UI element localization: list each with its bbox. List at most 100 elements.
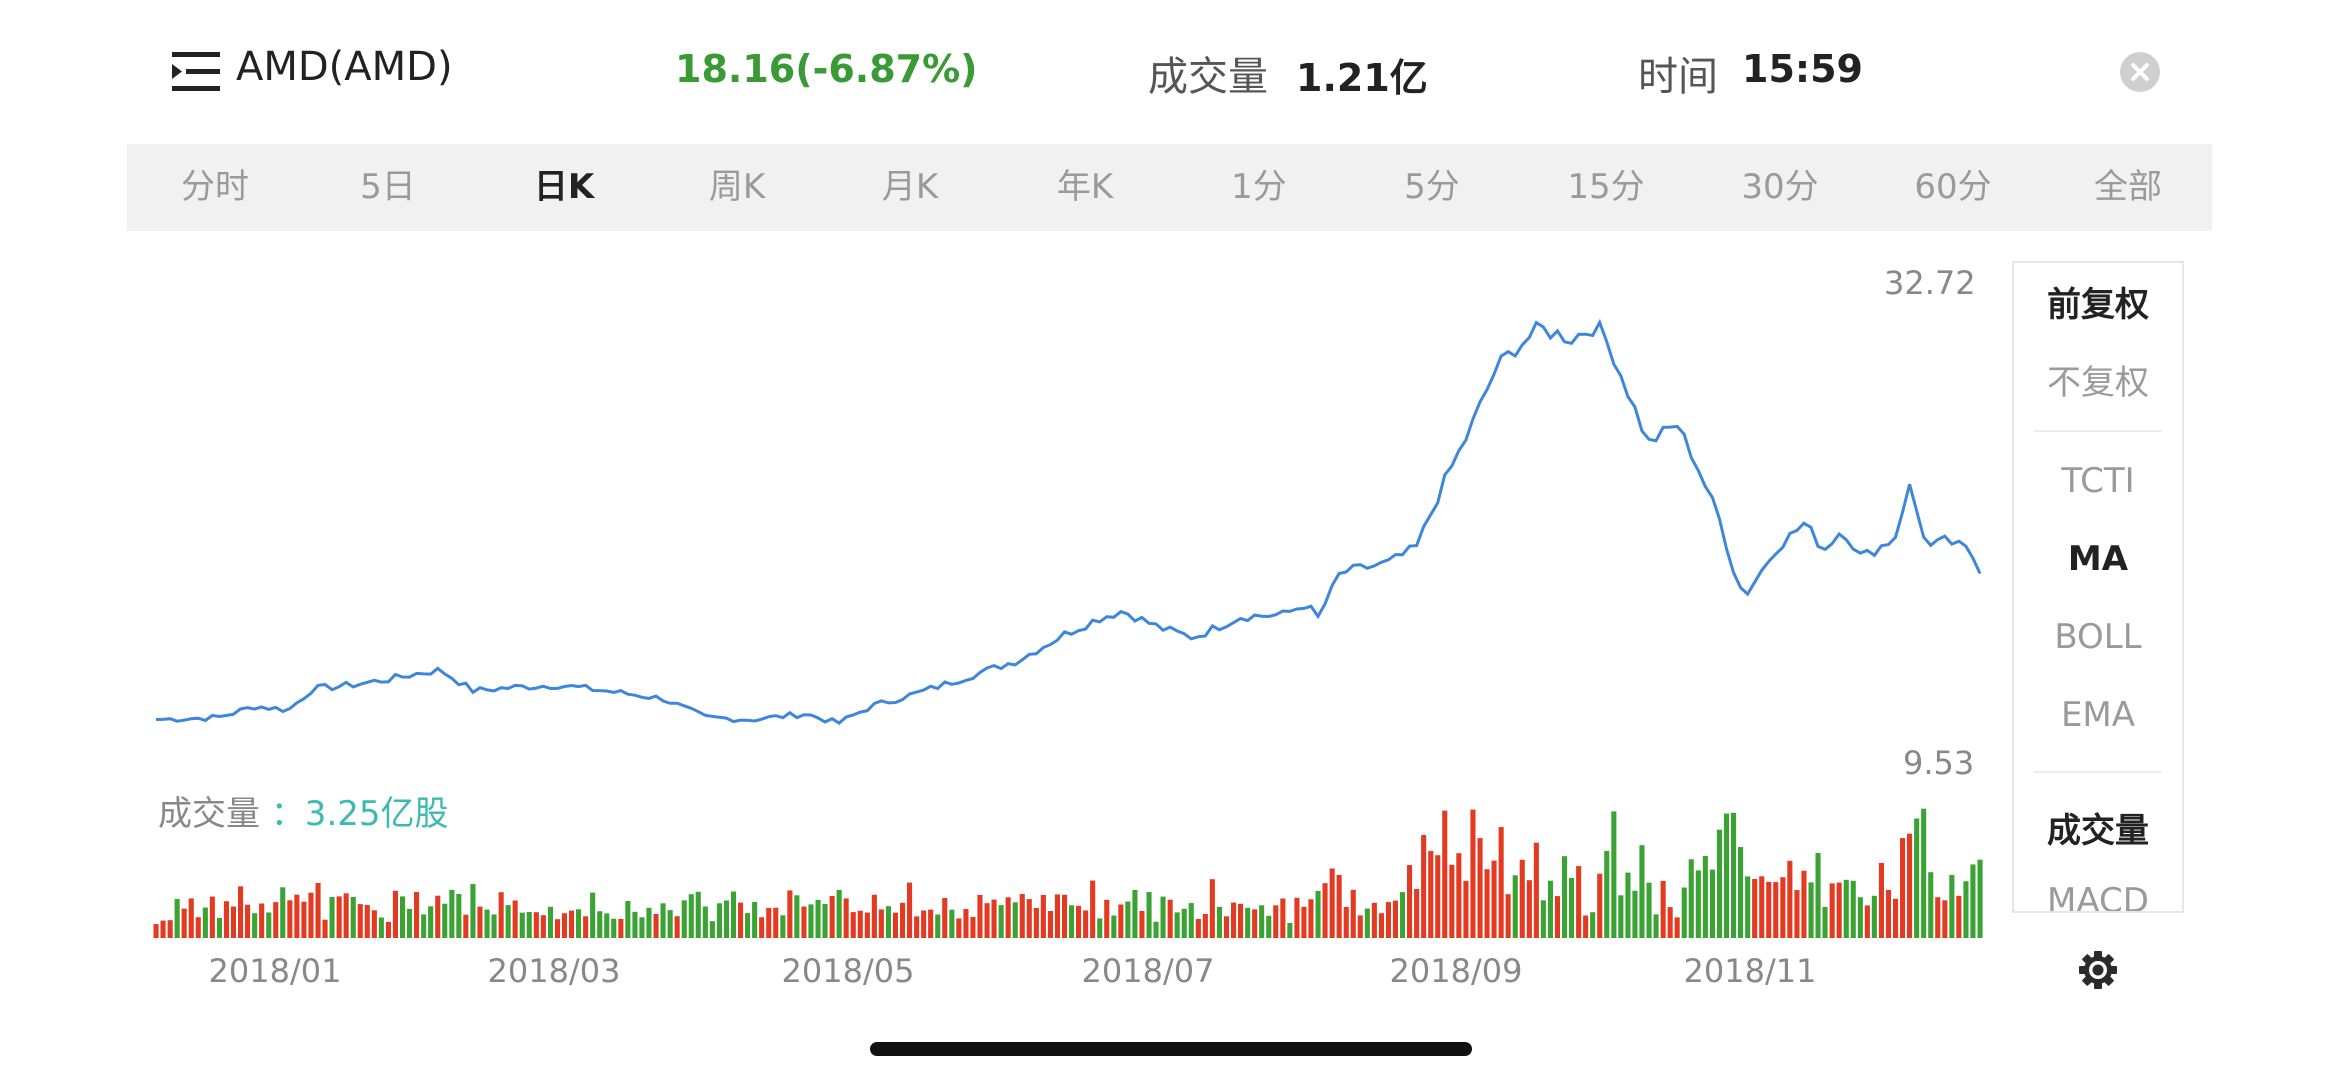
volume-bar (752, 901, 758, 938)
volume-bar (153, 924, 159, 938)
volume-bar (1421, 835, 1427, 938)
volume-bar (238, 886, 244, 938)
volume-bar (1477, 838, 1483, 938)
adjust-none-option[interactable]: 不复权 (2047, 363, 2149, 403)
indicator-macd[interactable]: MACD (2047, 881, 2149, 913)
volume-bar (1139, 910, 1145, 938)
volume-bar (1562, 856, 1568, 938)
volume-bar (364, 905, 370, 938)
tab-30min[interactable]: 30分 (1741, 167, 1819, 207)
volume-bar (1850, 880, 1856, 938)
volume-bar (1385, 902, 1391, 938)
volume-bar (1005, 897, 1011, 938)
tab-week-k[interactable]: 周K (708, 167, 766, 207)
volume-bar (484, 909, 490, 938)
home-indicator[interactable] (870, 1042, 1472, 1056)
volume-bar (1801, 870, 1807, 938)
tab-5day[interactable]: 5日 (360, 167, 416, 207)
volume-bar (1238, 903, 1244, 938)
volume-bar (977, 894, 983, 938)
tab-year-k[interactable]: 年K (1056, 167, 1114, 207)
volume-bar (1132, 890, 1138, 938)
volume-bar (801, 906, 807, 938)
volume-bar (519, 912, 525, 938)
gear-icon[interactable] (2078, 950, 2118, 990)
indicator-ma[interactable]: MA (2067, 539, 2129, 579)
indicator-tcti[interactable]: TCTI (2061, 461, 2135, 501)
volume-bar (1956, 895, 1962, 938)
volume-bar (1723, 813, 1729, 938)
volume-bar (900, 902, 906, 938)
indicator-boll[interactable]: BOLL (2054, 617, 2142, 657)
volume-bar (1632, 890, 1638, 938)
volume-bar (315, 883, 321, 938)
volume-bar (660, 903, 666, 938)
volume-bar (1533, 842, 1539, 938)
panel-divider (2034, 430, 2162, 432)
volume-bar (702, 906, 708, 938)
volume-bar (1907, 833, 1913, 938)
volume-bar (857, 910, 863, 938)
volume-bar (1202, 914, 1208, 938)
volume-bar (871, 894, 877, 938)
volume-bar (1914, 818, 1920, 938)
volume-bar (301, 901, 307, 938)
volume-bar (1097, 918, 1103, 938)
volume-bar (1484, 869, 1490, 938)
volume-bar (400, 896, 406, 938)
volume-bar (794, 895, 800, 938)
volume-bar (850, 912, 856, 938)
volume-legend: 成交量 ：3.25亿股 (158, 786, 449, 835)
volume-bar (1336, 874, 1342, 938)
volume-bar (442, 903, 448, 938)
volume-bar (1864, 905, 1870, 938)
volume-bar (1604, 850, 1610, 938)
tab-5min[interactable]: 5分 (1404, 167, 1460, 207)
adjust-forward-option[interactable]: 前复权 (2047, 285, 2149, 325)
volume-bar (723, 900, 729, 938)
volume-bar (1456, 853, 1462, 938)
volume-bar (1759, 876, 1765, 938)
volume-bar (1054, 894, 1060, 938)
close-circle-icon[interactable] (2120, 52, 2160, 92)
volume-bar (392, 890, 398, 938)
volume-bar (787, 890, 793, 938)
volume-bar (1160, 896, 1166, 938)
menu-list-icon[interactable] (172, 52, 220, 92)
volume-bar (829, 896, 835, 938)
x-tick-label: 2018/03 (487, 952, 621, 990)
tab-60min[interactable]: 60分 (1914, 167, 1992, 207)
tab-month-k[interactable]: 月K (881, 167, 939, 207)
volume-bar (1252, 909, 1258, 938)
tab-1min[interactable]: 1分 (1231, 167, 1287, 207)
indicator-volume[interactable]: 成交量 (2047, 811, 2149, 851)
price-change: 18.16(-6.87%) (675, 47, 978, 91)
volume-bar (885, 906, 891, 938)
period-tabbar: 分时 5日 日K 周K 月K 年K 1分 5分 15分 30分 60分 全部 (127, 144, 2212, 231)
volume-bar (914, 916, 920, 938)
volume-bar (1435, 855, 1441, 938)
indicator-ema[interactable]: EMA (2060, 695, 2136, 735)
volume-bar (1660, 881, 1666, 938)
volume-bar (266, 912, 272, 938)
tab-all[interactable]: 全部 (2094, 167, 2162, 207)
volume-bar (1977, 859, 1983, 938)
volume-bar (1808, 882, 1814, 938)
tab-day-k[interactable]: 日K (533, 167, 595, 207)
volume-bar (526, 912, 532, 938)
volume-bar (308, 892, 314, 938)
volume-bar (491, 914, 497, 938)
volume-bar (1470, 809, 1476, 938)
volume-bar (1653, 914, 1659, 938)
volume-bar (174, 898, 180, 938)
tab-minute[interactable]: 分时 (181, 167, 249, 207)
volume-bar (1794, 890, 1800, 938)
volume-bar (1695, 870, 1701, 938)
volume-bar (618, 919, 624, 938)
tab-15min[interactable]: 15分 (1567, 167, 1645, 207)
volume-bar (1702, 856, 1708, 938)
volume-bar (456, 894, 462, 938)
volume-bar (1639, 845, 1645, 938)
volume-bar (188, 898, 194, 938)
